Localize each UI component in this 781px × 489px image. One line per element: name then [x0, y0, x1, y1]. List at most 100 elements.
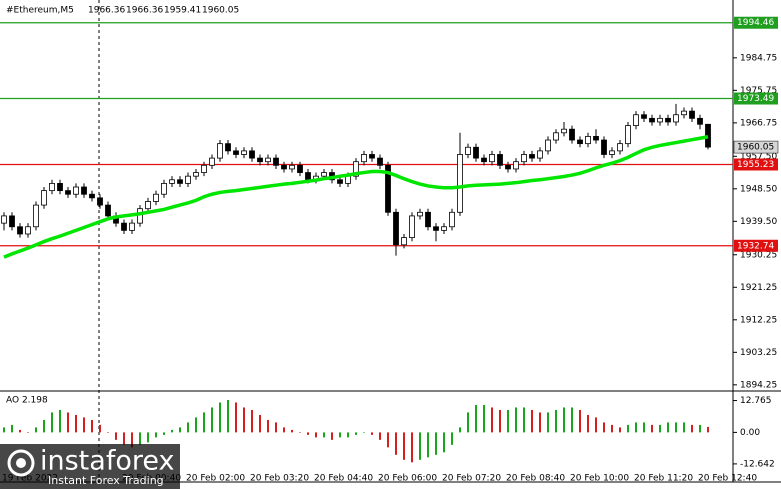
- candle-body: [601, 139, 607, 155]
- candle-body: [273, 157, 279, 166]
- ao-bar: [259, 414, 261, 433]
- candle-body: [289, 164, 295, 170]
- candle-body: [561, 128, 567, 134]
- ao-bar: [315, 432, 317, 438]
- candle-body: [649, 117, 655, 123]
- ao-bar: [675, 422, 677, 433]
- ao-bar: [379, 432, 381, 440]
- candle-body: [617, 143, 623, 152]
- ao-bar: [643, 422, 645, 433]
- candle-body: [481, 157, 487, 163]
- candle-body: [505, 164, 511, 170]
- candle-body: [449, 211, 455, 228]
- ao-bar: [555, 409, 557, 433]
- x-tick-label: 20 Feb 07:20: [442, 474, 501, 484]
- y-tick-label: 1984.75: [740, 53, 777, 63]
- ao-bar: [451, 432, 453, 445]
- candle-body: [529, 154, 535, 159]
- ao-bar: [195, 417, 197, 433]
- ao-bar: [347, 432, 349, 438]
- ao-bar: [395, 432, 397, 455]
- candle-body: [321, 172, 327, 177]
- x-tick-label: 20 Feb 12:40: [698, 474, 757, 484]
- candle-body: [353, 161, 359, 177]
- candle-body: [337, 179, 343, 184]
- candle-body: [65, 190, 71, 195]
- level-label: 1932.74: [737, 241, 774, 251]
- y-tick-label: 1939.50: [740, 217, 777, 227]
- candle-body: [257, 157, 263, 163]
- ao-bar: [251, 409, 253, 433]
- x-tick-label: 20 Feb 03:20: [250, 474, 309, 484]
- ao-bar: [475, 404, 477, 433]
- ao-bar: [619, 427, 621, 433]
- ao-bar: [51, 412, 53, 433]
- ao-bar: [3, 427, 5, 433]
- ao-bar: [187, 422, 189, 433]
- x-tick-label: 20 Feb 04:40: [314, 474, 373, 484]
- candle-body: [249, 150, 255, 159]
- ao-bar: [211, 407, 213, 433]
- candle-body: [145, 201, 151, 210]
- x-tick-label: 20 Feb 02:00: [186, 474, 245, 484]
- candle-body: [689, 110, 695, 119]
- candle-body: [625, 125, 631, 145]
- indicator-title: AO 2.198: [6, 396, 48, 406]
- ao-bar: [43, 419, 45, 433]
- y-tick-label: 12.765: [740, 396, 772, 406]
- candle-body: [121, 222, 127, 231]
- candle-body: [33, 204, 39, 228]
- candle-body: [201, 164, 207, 173]
- candle-body: [465, 146, 471, 155]
- ao-bar: [283, 427, 285, 433]
- candle-body: [217, 143, 223, 159]
- ao-bar: [179, 427, 181, 433]
- ao-bar: [699, 424, 701, 433]
- candle-body: [25, 226, 31, 235]
- ao-bar: [443, 432, 445, 453]
- ao-bar: [355, 432, 357, 435]
- ao-bar: [235, 402, 237, 433]
- level-label-box: [734, 16, 778, 29]
- candle-body: [345, 175, 351, 184]
- candle-body: [281, 164, 287, 170]
- candle-body: [233, 150, 239, 155]
- watermark-bg: [0, 444, 180, 489]
- ao-bar: [387, 432, 389, 448]
- candle-body: [305, 172, 311, 181]
- ao-bar: [371, 432, 373, 435]
- y-tick-label: 1948.50: [740, 184, 777, 194]
- watermark-logo: [7, 449, 35, 477]
- ao-bar: [595, 417, 597, 433]
- x-tick-label: 20 Feb 08:40: [506, 474, 565, 484]
- ao-bar: [411, 432, 413, 463]
- ao-bar: [163, 432, 165, 435]
- candle-body: [185, 175, 191, 184]
- candle-body: [433, 226, 439, 231]
- ao-bar: [275, 422, 277, 433]
- ao-bar: [603, 422, 605, 433]
- watermark: instaforex Instant Forex Trading: [0, 444, 180, 489]
- ao-bar: [683, 422, 685, 433]
- candle-body: [369, 154, 375, 159]
- candle-body: [545, 139, 551, 152]
- ao-bar: [107, 432, 109, 433]
- price-label: 1960.05: [737, 143, 774, 153]
- ao-bar: [499, 409, 501, 433]
- x-tick-label: 20 Feb 11:20: [634, 474, 693, 484]
- candle-body: [585, 136, 591, 145]
- header-high: 1966.36: [126, 6, 163, 16]
- candle-body: [297, 164, 303, 173]
- header-close: 1960.05: [202, 6, 239, 16]
- y-tick-label: 0.00: [740, 428, 760, 438]
- ao-bar: [651, 424, 653, 433]
- candle-body: [441, 226, 447, 231]
- ao-bar: [459, 427, 461, 433]
- ao-bar: [59, 409, 61, 433]
- candle-body: [393, 211, 399, 246]
- ao-bar: [83, 417, 85, 433]
- ao-bar: [627, 424, 629, 433]
- ao-bar: [427, 432, 429, 458]
- candle-body: [177, 179, 183, 184]
- ao-bar: [91, 419, 93, 433]
